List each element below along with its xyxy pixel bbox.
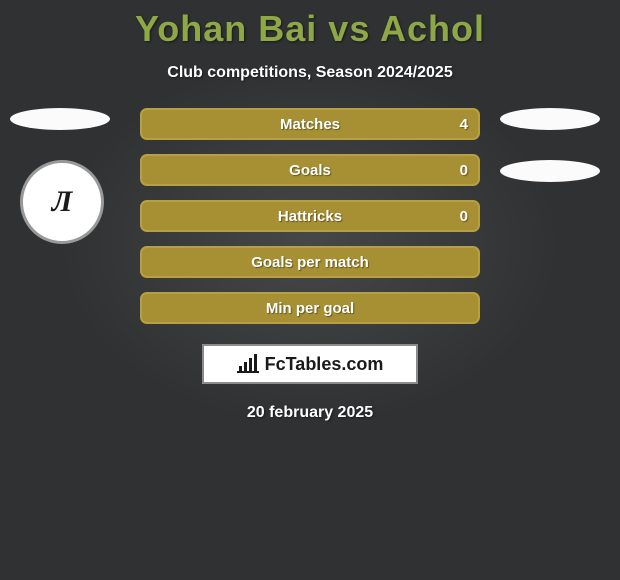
source-logo-box: FcTables.com: [202, 344, 418, 384]
stat-row-hattricks: Hattricks 0: [140, 200, 480, 232]
club-badge-letter: Л: [52, 185, 73, 219]
stat-row-goals: Goals 0: [140, 154, 480, 186]
stat-value: 4: [460, 116, 468, 133]
stat-section: Л Matches 4 Goals 0 Hattricks 0 Goals pe…: [0, 108, 620, 324]
stat-label: Matches: [280, 116, 340, 133]
page-title: Yohan Bai vs Achol: [0, 0, 620, 50]
bar-chart-icon: [237, 354, 259, 374]
stat-value: 0: [460, 208, 468, 225]
source-logo-text: FcTables.com: [265, 354, 384, 375]
subtitle: Club competitions, Season 2024/2025: [0, 64, 620, 82]
stat-label: Goals: [289, 162, 331, 179]
player-left-shape: [10, 108, 110, 130]
club-badge-left: Л: [20, 160, 104, 244]
stat-row-matches: Matches 4: [140, 108, 480, 140]
stat-rows: Matches 4 Goals 0 Hattricks 0 Goals per …: [140, 108, 480, 324]
comparison-card: Yohan Bai vs Achol Club competitions, Se…: [0, 0, 620, 580]
stat-value: 0: [460, 162, 468, 179]
player-right-shape: [500, 108, 600, 130]
stat-label: Min per goal: [266, 300, 354, 317]
stat-label: Hattricks: [278, 208, 342, 225]
date-label: 20 february 2025: [0, 404, 620, 422]
player-right-shape-2: [500, 160, 600, 182]
stat-row-min-per-goal: Min per goal: [140, 292, 480, 324]
stat-label: Goals per match: [251, 254, 369, 271]
stat-row-goals-per-match: Goals per match: [140, 246, 480, 278]
